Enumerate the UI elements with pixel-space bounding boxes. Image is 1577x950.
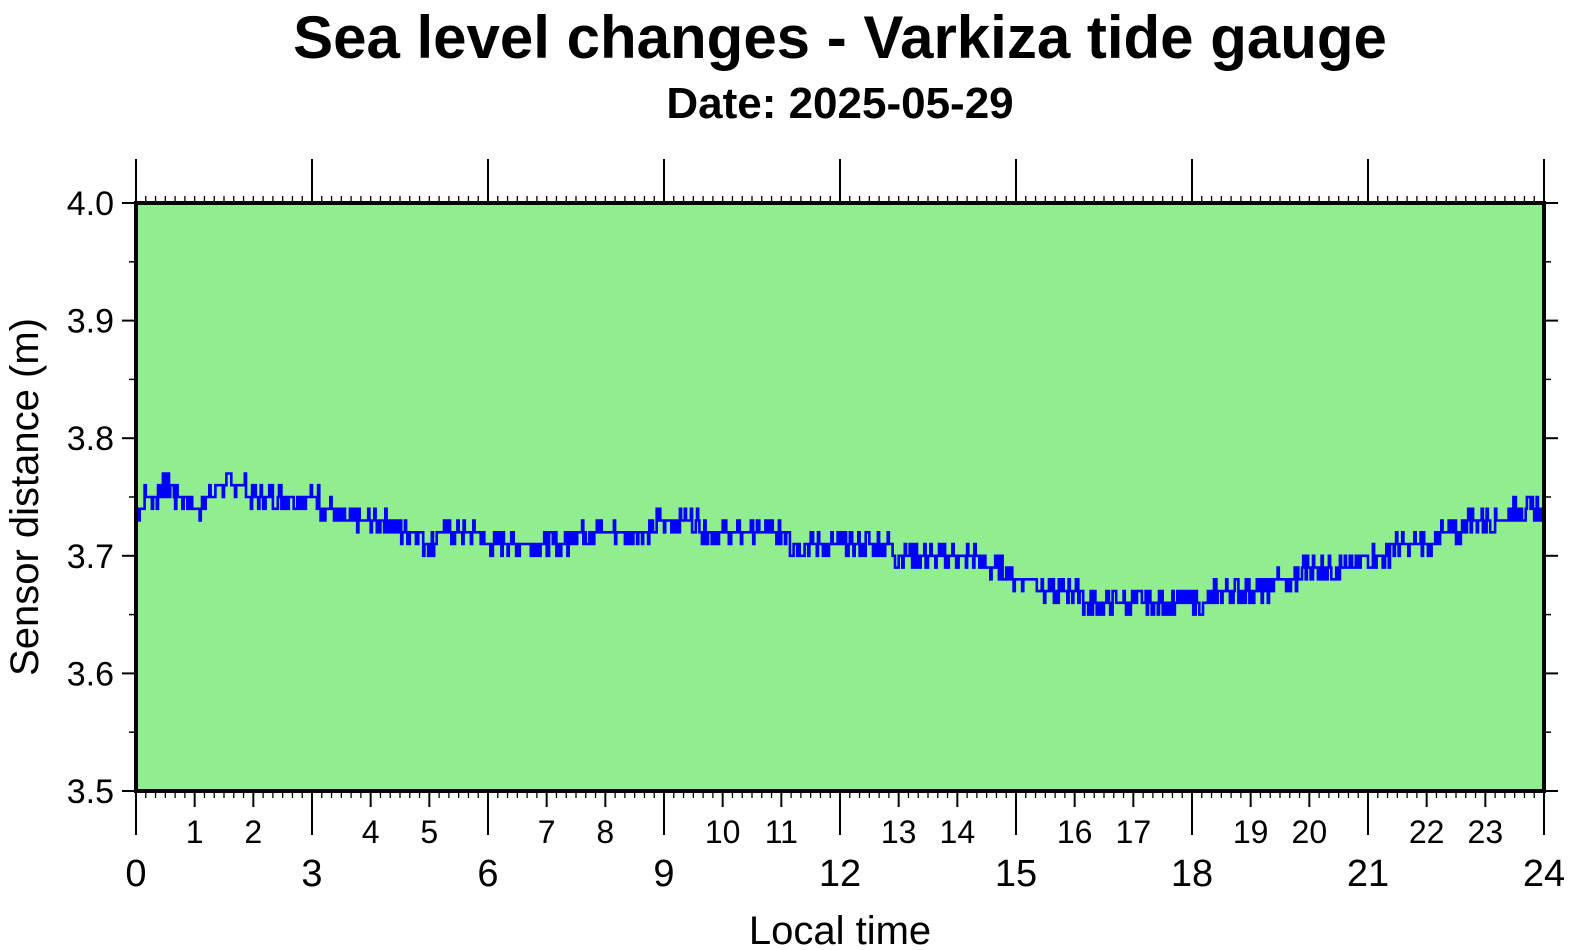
- x-minor-tick-label: 17: [1116, 814, 1152, 850]
- y-axis-label: Sensor distance (m): [3, 318, 47, 676]
- x-minor-tick-label: 5: [420, 814, 438, 850]
- x-minor-tick-label: 14: [940, 814, 976, 850]
- sea-level-line: [136, 472, 1545, 616]
- chart-title: Sea level changes - Varkiza tide gauge: [293, 4, 1387, 71]
- x-minor-tick-label: 8: [596, 814, 614, 850]
- chart-subtitle: Date: 2025-05-29: [666, 79, 1013, 128]
- x-minor-tick-label: 23: [1468, 814, 1504, 850]
- x-minor-tick-label: 22: [1409, 814, 1445, 850]
- x-minor-tick-label: 7: [538, 814, 556, 850]
- y-tick-label: 3.5: [67, 773, 114, 811]
- x-minor-tick-label: 4: [362, 814, 380, 850]
- x-major-tick-label: 12: [819, 853, 861, 895]
- y-tick-label: 3.8: [67, 420, 114, 458]
- x-major-tick-label: 9: [653, 853, 674, 895]
- y-tick-label: 3.7: [67, 538, 114, 576]
- y-tick-label: 4.0: [67, 185, 114, 223]
- x-major-tick-label: 24: [1523, 853, 1565, 895]
- x-minor-tick-label: 11: [765, 814, 798, 850]
- x-minor-tick-label: 10: [705, 814, 741, 850]
- x-minor-tick-label: 16: [1057, 814, 1093, 850]
- x-major-tick-label: 18: [1171, 853, 1213, 895]
- x-major-tick-label: 15: [995, 853, 1037, 895]
- x-minor-tick-label: 13: [881, 814, 917, 850]
- x-major-tick-label: 6: [477, 853, 498, 895]
- x-minor-tick-label: 20: [1292, 814, 1328, 850]
- y-tick-label: 3.6: [67, 655, 114, 693]
- x-minor-tick-label: 1: [186, 814, 204, 850]
- x-minor-tick-label: 2: [244, 814, 262, 850]
- x-axis-label: Local time: [749, 909, 931, 950]
- x-minor-tick-label: 19: [1233, 814, 1269, 850]
- x-major-tick-label: 21: [1347, 853, 1389, 895]
- x-major-tick-label: 3: [301, 853, 322, 895]
- plot-area: [136, 203, 1544, 791]
- plot-frame: [134, 201, 1546, 793]
- tick-labels: 0 3 6 9 12 15 18 21 241 2 4 5 7 8 10 11 13 14 16 17 19 20 22 23…: [67, 185, 1565, 895]
- x-major-tick-label: 0: [125, 853, 146, 895]
- y-tick-label: 3.9: [67, 303, 114, 341]
